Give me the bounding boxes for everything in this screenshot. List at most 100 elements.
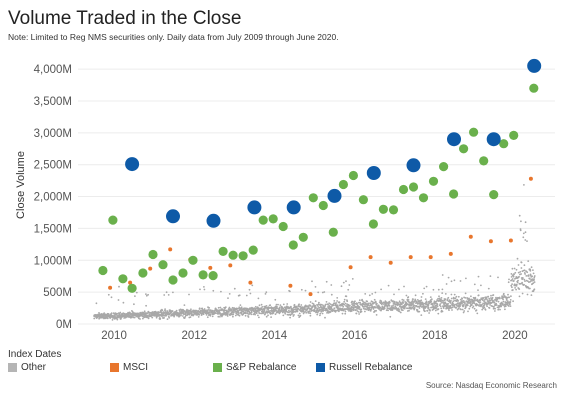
point-other	[509, 299, 512, 301]
point-s-p-rebalance	[118, 274, 128, 284]
point-other	[510, 284, 513, 287]
point-msci	[148, 266, 153, 271]
point-other	[460, 308, 462, 311]
legend-item-russell-rebalance[interactable]: Russell Rebalance	[316, 362, 412, 373]
point-other	[441, 288, 444, 291]
y-tick-label: 3,000M	[34, 128, 72, 140]
point-other	[304, 308, 307, 311]
point-other	[453, 279, 456, 282]
point-other	[509, 303, 511, 306]
point-other	[234, 310, 237, 313]
point-other	[161, 309, 164, 312]
point-other	[515, 283, 518, 286]
point-other	[512, 275, 515, 278]
point-other	[215, 312, 217, 314]
point-s-p-rebalance	[469, 127, 479, 137]
point-other	[430, 298, 433, 300]
point-other	[436, 305, 439, 308]
point-msci	[248, 280, 253, 285]
point-other	[203, 311, 206, 314]
point-other	[257, 297, 260, 300]
point-other	[340, 285, 343, 288]
point-other	[441, 302, 443, 304]
point-other	[203, 308, 206, 310]
point-other	[483, 306, 486, 309]
point-other	[178, 315, 181, 317]
point-other	[330, 307, 333, 310]
point-other	[311, 280, 313, 283]
series-marks	[98, 58, 542, 297]
point-other	[263, 311, 265, 314]
point-other	[397, 307, 400, 310]
point-other	[441, 310, 444, 313]
point-other	[490, 294, 492, 297]
point-other	[402, 299, 405, 301]
point-other	[198, 307, 201, 310]
point-other	[276, 307, 279, 310]
point-other	[521, 292, 524, 295]
point-other	[371, 301, 374, 303]
legend-swatch-russell-rebalance	[316, 363, 325, 372]
point-other	[452, 297, 455, 300]
point-s-p-rebalance	[439, 162, 449, 172]
point-other	[356, 302, 359, 305]
point-other	[457, 302, 459, 304]
point-other	[424, 298, 427, 300]
point-other	[299, 314, 302, 317]
point-other	[425, 285, 428, 288]
point-other	[380, 288, 382, 291]
point-other	[317, 306, 319, 308]
point-other	[344, 310, 347, 313]
point-other	[383, 307, 386, 309]
point-other	[325, 280, 328, 283]
point-other	[446, 306, 449, 309]
point-s-p-rebalance	[338, 179, 348, 190]
point-other	[425, 305, 428, 308]
point-other	[516, 257, 519, 260]
legend-item-sp-rebalance[interactable]: S&P Rebalance	[213, 362, 296, 373]
point-russell-rebalance	[527, 58, 542, 73]
point-other	[450, 300, 452, 302]
legend-label-sp-rebalance: S&P Rebalance	[226, 362, 297, 373]
point-other	[532, 279, 535, 282]
point-other	[258, 304, 261, 307]
series-other	[93, 184, 536, 321]
point-s-p-rebalance	[158, 260, 168, 270]
point-other	[343, 298, 346, 301]
point-other	[444, 293, 447, 295]
point-other	[413, 308, 416, 311]
point-other	[427, 306, 430, 309]
point-other	[517, 271, 520, 274]
point-other	[398, 300, 401, 303]
point-other	[172, 291, 174, 294]
point-other	[322, 304, 324, 307]
point-other	[360, 310, 363, 313]
point-other	[457, 307, 460, 310]
point-other	[437, 312, 440, 315]
point-other	[220, 290, 222, 293]
legend-item-other[interactable]: Other	[8, 362, 46, 373]
point-other	[387, 307, 389, 310]
point-other	[233, 287, 236, 290]
point-other	[364, 310, 366, 313]
point-s-p-rebalance	[418, 193, 429, 203]
point-other	[387, 284, 390, 287]
point-other	[499, 297, 501, 300]
point-other	[232, 311, 235, 314]
point-other	[463, 310, 466, 312]
legend-item-msci[interactable]: MSCI	[110, 362, 148, 373]
point-other	[308, 312, 310, 314]
point-s-p-rebalance	[398, 184, 409, 195]
point-other	[111, 319, 114, 321]
point-other	[206, 316, 209, 319]
point-other	[227, 297, 229, 299]
point-other	[211, 315, 214, 318]
point-other	[523, 283, 525, 286]
point-other	[463, 303, 465, 306]
point-other	[167, 294, 170, 296]
point-other	[437, 308, 440, 310]
point-other	[248, 288, 251, 291]
point-other	[486, 305, 488, 308]
point-other	[493, 305, 495, 308]
point-other	[133, 316, 136, 319]
